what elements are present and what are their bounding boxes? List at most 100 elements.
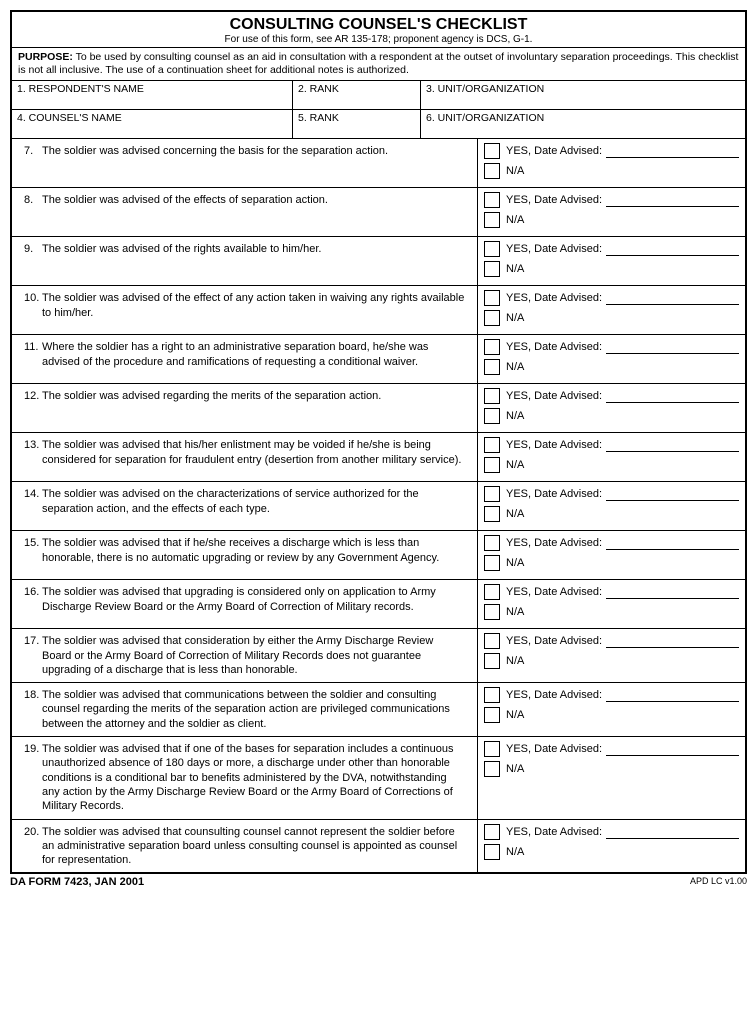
yes-label: YES, Date Advised: [506, 488, 602, 500]
date-advised-field[interactable] [606, 291, 739, 305]
na-checkbox[interactable] [484, 653, 500, 669]
date-advised-field[interactable] [606, 242, 739, 256]
date-advised-field[interactable] [606, 585, 739, 599]
item-number: 17. [24, 634, 42, 648]
item-body-text: The soldier was advised concerning the b… [42, 144, 465, 158]
purpose-text: To be used by consulting counsel as an a… [18, 51, 738, 76]
yes-checkbox[interactable] [484, 687, 500, 703]
item-number: 16. [24, 585, 42, 599]
na-checkbox[interactable] [484, 359, 500, 375]
field-unit-2[interactable]: 6. UNIT/ORGANIZATION [420, 110, 745, 138]
item-number: 10. [24, 291, 42, 305]
na-checkbox[interactable] [484, 707, 500, 723]
checklist-item: 19.The soldier was advised that if one o… [12, 737, 745, 819]
date-advised-field[interactable] [606, 536, 739, 550]
item-answer: YES, Date Advised: N/A [477, 384, 745, 432]
yes-checkbox[interactable] [484, 290, 500, 306]
field-row-2: 4. COUNSEL'S NAME 5. RANK 6. UNIT/ORGANI… [12, 110, 745, 139]
footer: DA FORM 7423, JAN 2001 APD LC v1.00 [10, 876, 747, 888]
item-body-text: The soldier was advised regarding the me… [42, 389, 465, 403]
field-counsel-name[interactable]: 4. COUNSEL'S NAME [12, 110, 292, 138]
item-body-text: The soldier was advised of the effect of… [42, 291, 465, 320]
yes-line: YES, Date Advised: [484, 486, 739, 502]
yes-checkbox[interactable] [484, 192, 500, 208]
na-label: N/A [506, 410, 524, 422]
item-number: 20. [24, 825, 42, 839]
yes-checkbox[interactable] [484, 584, 500, 600]
item-body-text: The soldier was advised that communicati… [42, 688, 465, 731]
item-answer: YES, Date Advised:N/A [477, 433, 745, 481]
checklist-item: 14.The soldier was advised on the charac… [12, 482, 745, 531]
yes-line: YES, Date Advised: [484, 192, 739, 208]
item-text: 18.The soldier was advised that communic… [12, 683, 477, 736]
field-unit-1[interactable]: 3. UNIT/ORGANIZATION [420, 81, 745, 109]
na-checkbox[interactable] [484, 761, 500, 777]
item-answer: YES, Date Advised:N/A [477, 286, 745, 334]
yes-checkbox[interactable] [484, 633, 500, 649]
yes-checkbox[interactable] [484, 741, 500, 757]
na-checkbox[interactable] [484, 506, 500, 522]
na-checkbox[interactable] [484, 310, 500, 326]
yes-line: YES, Date Advised: [484, 437, 739, 453]
na-checkbox[interactable] [484, 555, 500, 571]
na-checkbox[interactable] [484, 604, 500, 620]
form-page: CONSULTING COUNSEL'S CHECKLIST For use o… [10, 10, 747, 874]
version-label: APD LC v1.00 [690, 876, 747, 888]
na-line: N/A [484, 761, 739, 777]
na-checkbox[interactable] [484, 408, 500, 424]
date-advised-field[interactable] [606, 487, 739, 501]
checklist-items: 7.The soldier was advised concerning the… [12, 139, 745, 872]
yes-checkbox[interactable] [484, 535, 500, 551]
item-text: 8.The soldier was advised of the effects… [12, 188, 477, 236]
yes-checkbox[interactable] [484, 339, 500, 355]
item-body-text: The soldier was advised of the rights av… [42, 242, 465, 256]
yes-checkbox[interactable] [484, 824, 500, 840]
checklist-item: 9.The soldier was advised of the rights … [12, 237, 745, 286]
date-advised-field[interactable] [606, 144, 739, 158]
na-line: N/A [484, 506, 739, 522]
yes-label: YES, Date Advised: [506, 689, 602, 701]
field-respondent-name[interactable]: 1. RESPONDENT'S NAME [12, 81, 292, 109]
yes-label: YES, Date Advised: [506, 390, 602, 402]
na-checkbox[interactable] [484, 457, 500, 473]
item-number: 9. [24, 242, 42, 256]
date-advised-field[interactable] [606, 389, 739, 403]
yes-line: YES, Date Advised: [484, 824, 739, 840]
item-body-text: Where the soldier has a right to an admi… [42, 340, 465, 369]
na-checkbox[interactable] [484, 844, 500, 860]
item-number: 19. [24, 742, 42, 756]
checklist-item: 17.The soldier was advised that consider… [12, 629, 745, 683]
yes-label: YES, Date Advised: [506, 341, 602, 353]
date-advised-field[interactable] [606, 438, 739, 452]
item-text: 15.The soldier was advised that if he/sh… [12, 531, 477, 579]
yes-checkbox[interactable] [484, 388, 500, 404]
field-rank-2[interactable]: 5. RANK [292, 110, 420, 138]
na-label: N/A [506, 763, 524, 775]
date-advised-field[interactable] [606, 742, 739, 756]
yes-checkbox[interactable] [484, 437, 500, 453]
date-advised-field[interactable] [606, 193, 739, 207]
na-line: N/A [484, 310, 739, 326]
item-text: 12.The soldier was advised regarding the… [12, 384, 477, 432]
yes-checkbox[interactable] [484, 143, 500, 159]
yes-label: YES, Date Advised: [506, 194, 602, 206]
na-label: N/A [506, 312, 524, 324]
date-advised-field[interactable] [606, 340, 739, 354]
yes-checkbox[interactable] [484, 486, 500, 502]
field-rank-1[interactable]: 2. RANK [292, 81, 420, 109]
na-checkbox[interactable] [484, 212, 500, 228]
item-body-text: The soldier was advised that counsulting… [42, 825, 465, 868]
na-label: N/A [506, 165, 524, 177]
date-advised-field[interactable] [606, 825, 739, 839]
na-line: N/A [484, 261, 739, 277]
date-advised-field[interactable] [606, 688, 739, 702]
item-text: 7.The soldier was advised concerning the… [12, 139, 477, 187]
na-checkbox[interactable] [484, 261, 500, 277]
na-checkbox[interactable] [484, 163, 500, 179]
yes-checkbox[interactable] [484, 241, 500, 257]
item-number: 8. [24, 193, 42, 207]
item-answer: YES, Date Advised: N/A [477, 482, 745, 530]
checklist-item: 8.The soldier was advised of the effects… [12, 188, 745, 237]
date-advised-field[interactable] [606, 634, 739, 648]
yes-label: YES, Date Advised: [506, 586, 602, 598]
